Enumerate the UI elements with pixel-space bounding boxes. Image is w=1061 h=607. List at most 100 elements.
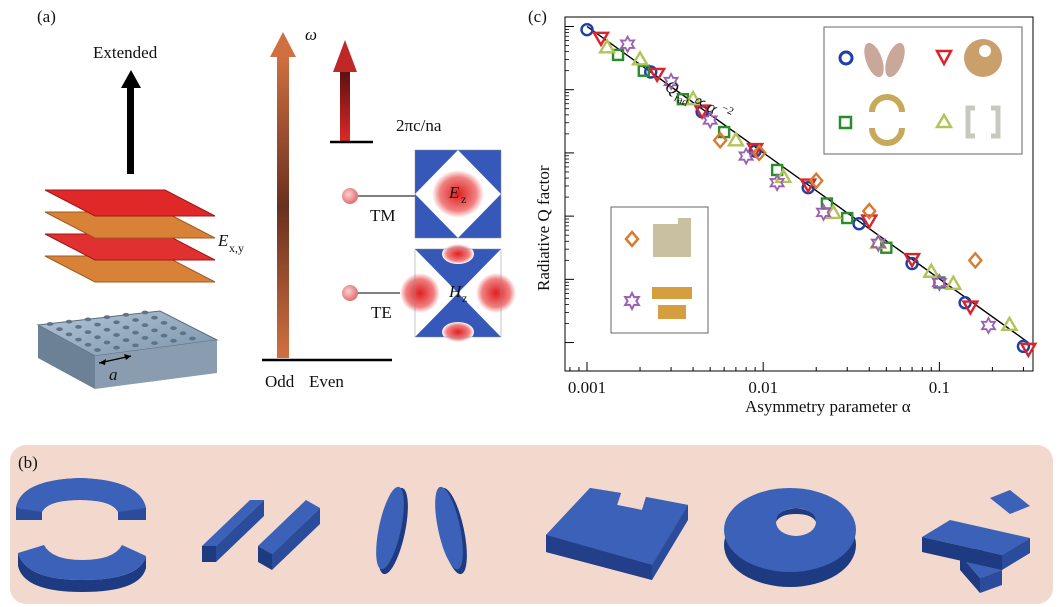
marker-triangle-up (1000, 315, 1019, 332)
marker-diamond (712, 131, 728, 150)
y-axis-title: Radiative Q factor (534, 165, 553, 291)
slab-hole (141, 310, 149, 315)
lattice-const-label: a (109, 365, 118, 384)
x-axis-tick-labels: 0.001 0.01 0.1 (568, 378, 950, 397)
slab-hole (75, 337, 82, 342)
marker-triangle-up (944, 274, 963, 290)
slab-hole (113, 320, 120, 325)
even-label: Even (309, 372, 344, 391)
marker-triangle-up (630, 49, 650, 66)
slab-hole (56, 327, 63, 332)
marker-triangle-down (961, 300, 980, 316)
marker-triangle-up (683, 89, 703, 106)
slab-hole (122, 325, 130, 330)
marker-star (619, 34, 636, 54)
marker-star (815, 202, 832, 222)
odd-label: Odd (265, 372, 295, 391)
slab-hole (132, 318, 139, 322)
slab-hole (132, 343, 139, 348)
marker-diamond (751, 144, 767, 162)
marker-triangle-up (824, 203, 843, 220)
legend-star-marker (623, 290, 641, 312)
te-label: TE (371, 303, 392, 322)
slab-hole (141, 323, 149, 328)
marker-triangle-down (693, 104, 712, 120)
marker-star (662, 72, 680, 91)
legend-top-right (823, 26, 1023, 155)
slab-hole (84, 330, 92, 334)
panel-b-label: (b) (18, 453, 38, 472)
slab-hole (103, 315, 111, 319)
photonic-crystal-slab: a (36, 310, 219, 389)
marker-triangle-up (726, 130, 745, 147)
slab-hole (84, 317, 92, 322)
slab-holes (46, 310, 196, 352)
marker-star (737, 146, 755, 166)
marker-triangle-down (648, 67, 667, 84)
slab-hole (84, 342, 92, 347)
ez-field-map (414, 149, 502, 239)
legend-hole-disk-icon (964, 39, 1002, 77)
slab-hole (141, 336, 149, 340)
marker-triangle-up (597, 37, 617, 54)
omega-label: ω (305, 25, 317, 44)
slab-hole (189, 336, 196, 341)
slab-hole (151, 315, 158, 320)
x-tick-label: 0.01 (748, 378, 778, 397)
marker-circle (1016, 339, 1031, 354)
marker-star (702, 110, 719, 130)
panel-c-label: (c) (528, 7, 547, 26)
double-ellipse-shape (376, 486, 467, 575)
ez-sub: z (461, 192, 466, 206)
legend-triangle-up-marker (934, 112, 954, 129)
tm-mode (342, 188, 415, 204)
marker-triangle-down (591, 31, 611, 48)
slab-hole (94, 335, 101, 340)
panel-b: (b) (10, 445, 1053, 604)
marker-triangle-down (1019, 342, 1038, 359)
marker-triangle-down (799, 178, 818, 194)
legend-cross-icon (652, 287, 692, 319)
slab-hole (113, 333, 120, 337)
slab-hole (46, 322, 54, 326)
legend-bottom-left (610, 206, 709, 334)
panel-a-label: (a) (37, 7, 56, 26)
band-arrows (262, 32, 392, 362)
x-tick-label: 0.1 (929, 378, 950, 397)
marker-star (870, 233, 887, 253)
y-axis-ticks (565, 25, 574, 344)
marker-circle (958, 296, 972, 310)
cross-shape (922, 490, 1030, 593)
slab-hole (122, 338, 130, 343)
legend-double-bar-icon (965, 105, 1001, 139)
legend-square-marker (838, 115, 853, 130)
slab-hole (113, 345, 120, 350)
split-ring-shape (16, 478, 146, 592)
slab-hole (170, 326, 177, 330)
marker-circle (580, 22, 594, 37)
marker-diamond (861, 202, 877, 220)
marker-circle (905, 256, 919, 271)
slab-hole (151, 328, 158, 333)
legend-split-ring-icon (869, 94, 905, 146)
hz-label: H (448, 282, 463, 301)
annotation-exp: −2 (720, 102, 736, 118)
panel-c: (c) 0.001 0.01 0.1 Asymmetry parameter α R… (528, 7, 1038, 416)
hz-field-map (400, 244, 516, 342)
marker-diamond (967, 251, 983, 270)
marker-circle (852, 217, 866, 231)
slab-hole (65, 319, 73, 324)
slab-hole (75, 325, 82, 329)
slope-annotation: Q rad ∝ α −2 (662, 77, 736, 119)
notched-square-shape (546, 488, 688, 580)
marker-triangle-down (860, 214, 879, 230)
marker-triangle-up (922, 262, 941, 278)
slab-hole (65, 332, 73, 337)
legend-double-ellipse-icon (864, 42, 905, 78)
slab-hole (179, 331, 187, 336)
panel-b-background (10, 445, 1053, 604)
field-layers-label: E (217, 231, 229, 250)
hole-disk-shape (724, 488, 856, 587)
